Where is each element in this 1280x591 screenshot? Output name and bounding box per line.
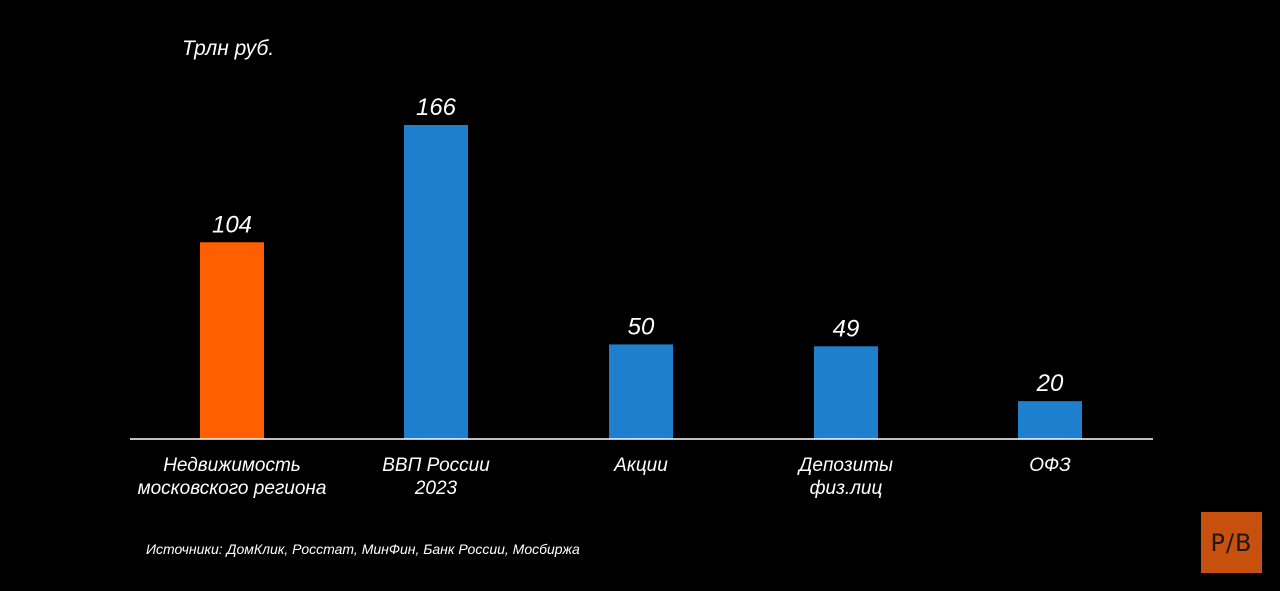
- value-label-1: 166: [416, 94, 457, 121]
- value-label-2: 50: [628, 313, 655, 340]
- category-label-4: ОФЗ: [1029, 455, 1071, 476]
- category-label-0: Недвижимость московского региона: [138, 455, 327, 499]
- value-labels-group: 104 166 50 49 20: [212, 94, 1064, 397]
- category-label-1: ВВП России 2023: [382, 455, 490, 499]
- bar-0: [200, 242, 264, 439]
- bar-3: [814, 346, 878, 439]
- category-labels-group: Недвижимость московского региона ВВП Росси…: [138, 455, 1072, 499]
- category-label-2: Акции: [613, 455, 668, 476]
- category-label-3: Депозиты физ.лиц: [797, 455, 893, 499]
- bar-1: [404, 125, 468, 439]
- value-label-0: 104: [212, 211, 252, 238]
- bar-2: [609, 344, 673, 439]
- value-label-4: 20: [1036, 370, 1064, 397]
- unit-label: Трлн руб.: [182, 37, 275, 60]
- bar-4: [1018, 401, 1082, 439]
- logo-text: Р/В: [1210, 528, 1253, 557]
- source-note: Источники: ДомКлик, Росстат, МинФин, Бан…: [146, 541, 580, 557]
- bars-group: [200, 125, 1082, 439]
- value-label-3: 49: [833, 315, 860, 342]
- brand-logo: Р/В: [1201, 512, 1262, 573]
